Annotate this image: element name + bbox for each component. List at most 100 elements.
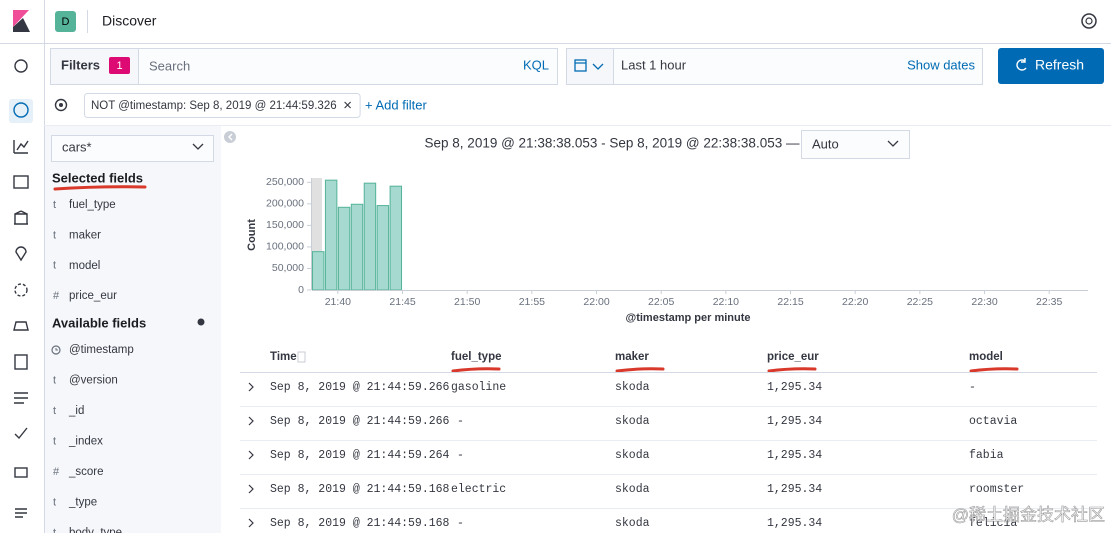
selected-fields-title: Selected fields bbox=[52, 170, 143, 185]
column-header[interactable]: price_eur bbox=[767, 351, 819, 363]
nav-logs[interactable] bbox=[14, 354, 28, 370]
documents-table: Time fuel_type maker price_eur model Sep 8, 2… bbox=[240, 351, 1097, 530]
cell: skoda bbox=[615, 381, 650, 394]
field-type: t bbox=[53, 374, 56, 386]
cell: 1,295.34 bbox=[767, 483, 822, 496]
field-item[interactable]: @timestamp bbox=[51, 344, 134, 356]
chevron bbox=[887, 140, 899, 147]
filter-remove[interactable] bbox=[344, 101, 351, 109]
time-range: Last 1 hour bbox=[621, 57, 687, 72]
calendar-icon bbox=[574, 59, 604, 72]
field-item[interactable]: t _index bbox=[53, 435, 103, 447]
sidebar bbox=[45, 126, 221, 533]
space-badge[interactable] bbox=[55, 11, 76, 32]
field-type: t bbox=[53, 260, 56, 272]
cell: 1,295.34 bbox=[767, 517, 822, 530]
bar[interactable] bbox=[389, 185, 403, 291]
filter-pill[interactable]: NOT @timestamp: Sep 8, 2019 @ 21:44:59.3… bbox=[84, 93, 361, 118]
expand-toggle[interactable] bbox=[248, 450, 254, 460]
available-fields-title: Available fields bbox=[52, 315, 146, 330]
column-header[interactable]: Time bbox=[270, 351, 297, 363]
nav-apm[interactable] bbox=[14, 392, 28, 404]
annotation-underline bbox=[53, 185, 147, 191]
x-tick-label: 22:10 bbox=[713, 296, 739, 308]
column-header[interactable]: model bbox=[969, 351, 1003, 363]
x-tick-label: 22:05 bbox=[648, 296, 674, 308]
x-axis-label: @timestamp per minute bbox=[625, 312, 750, 324]
filter-settings[interactable] bbox=[54, 98, 68, 112]
cell: skoda bbox=[615, 483, 650, 496]
kql-toggle[interactable]: KQL bbox=[523, 57, 549, 72]
app-title: Discover bbox=[102, 13, 157, 29]
field-type: t bbox=[53, 405, 56, 417]
field-item[interactable]: t fuel_type bbox=[53, 199, 116, 211]
cell: 1,295.34 bbox=[767, 381, 822, 394]
bar[interactable] bbox=[350, 203, 364, 291]
field-name: _score bbox=[68, 466, 104, 478]
nav-collapse[interactable] bbox=[15, 508, 27, 518]
field-item[interactable]: t maker bbox=[53, 229, 101, 241]
x-tick-label: 22:15 bbox=[777, 296, 803, 308]
x-tick-label: 21:40 bbox=[325, 296, 351, 308]
bar[interactable] bbox=[324, 179, 338, 291]
expand-toggle[interactable] bbox=[248, 518, 254, 528]
column-header[interactable]: maker bbox=[615, 351, 649, 363]
help-icon[interactable] bbox=[1081, 13, 1097, 29]
field-item[interactable]: t _type bbox=[53, 496, 97, 508]
nav-active-bg bbox=[9, 99, 33, 123]
bar[interactable] bbox=[363, 182, 377, 291]
watermark: @稀土掘金技术社区 bbox=[952, 505, 1105, 524]
fields-settings[interactable] bbox=[197, 318, 205, 326]
collapse-sidebar[interactable] bbox=[224, 131, 236, 143]
filters-label: Filters bbox=[61, 57, 100, 72]
histogram-range: Sep 8, 2019 @ 21:38:38.053 - Sep 8, 2019… bbox=[425, 136, 800, 151]
expand-toggle[interactable] bbox=[248, 416, 254, 426]
cell: - bbox=[457, 449, 464, 462]
interval: Auto bbox=[812, 136, 839, 151]
field-item[interactable]: t body_type bbox=[53, 527, 122, 533]
quick-menu[interactable] bbox=[566, 48, 614, 85]
sort-icon bbox=[297, 351, 306, 363]
add-filter[interactable]: + Add filter bbox=[365, 97, 427, 112]
refresh-button[interactable] bbox=[998, 48, 1104, 84]
filter-count: 1 bbox=[116, 60, 122, 72]
kibana-logo[interactable] bbox=[13, 10, 30, 32]
bar[interactable] bbox=[312, 251, 325, 291]
nav-infra[interactable] bbox=[13, 321, 29, 331]
nav-maps[interactable] bbox=[15, 246, 27, 262]
nav-ml[interactable] bbox=[14, 283, 28, 297]
nav-security[interactable] bbox=[14, 467, 28, 478]
x-tick-label: 22:25 bbox=[907, 296, 933, 308]
refresh-label: Refresh bbox=[1035, 57, 1084, 73]
show-dates[interactable]: Show dates bbox=[907, 57, 975, 72]
field-item[interactable]: t _id bbox=[53, 405, 84, 417]
field-name: _index bbox=[68, 436, 103, 448]
cell: - bbox=[457, 517, 464, 530]
filter-count-badge bbox=[109, 57, 130, 74]
search-input[interactable]: Search bbox=[149, 58, 190, 73]
y-tick-label: 250,000 bbox=[266, 176, 304, 188]
field-item[interactable]: # price_eur bbox=[53, 290, 117, 302]
cell: Sep 8, 2019 @ 21:44:59.168 bbox=[270, 483, 450, 496]
column-header[interactable]: fuel_type bbox=[451, 351, 502, 363]
nav-recent[interactable] bbox=[14, 59, 28, 73]
field-item[interactable]: t @version bbox=[53, 374, 118, 386]
x-tick-label: 21:45 bbox=[389, 296, 415, 308]
field-name: price_eur bbox=[69, 290, 117, 302]
nav-discover[interactable] bbox=[13, 102, 29, 118]
field-item[interactable]: t model bbox=[53, 260, 100, 272]
field-item[interactable]: # _score bbox=[53, 466, 104, 478]
bar[interactable] bbox=[337, 206, 351, 291]
bar[interactable] bbox=[376, 205, 390, 291]
nav-uptime[interactable] bbox=[14, 427, 28, 440]
nav-dashboard[interactable] bbox=[13, 175, 29, 189]
nav-canvas[interactable] bbox=[14, 210, 28, 225]
cell: - bbox=[457, 415, 464, 428]
nav-visualize[interactable] bbox=[13, 140, 29, 154]
expand-toggle[interactable] bbox=[248, 484, 254, 494]
y-tick-label: 0 bbox=[298, 284, 304, 296]
index-pattern-select[interactable] bbox=[51, 135, 214, 162]
expand-toggle[interactable] bbox=[248, 382, 254, 392]
field-name: @version bbox=[69, 375, 118, 387]
